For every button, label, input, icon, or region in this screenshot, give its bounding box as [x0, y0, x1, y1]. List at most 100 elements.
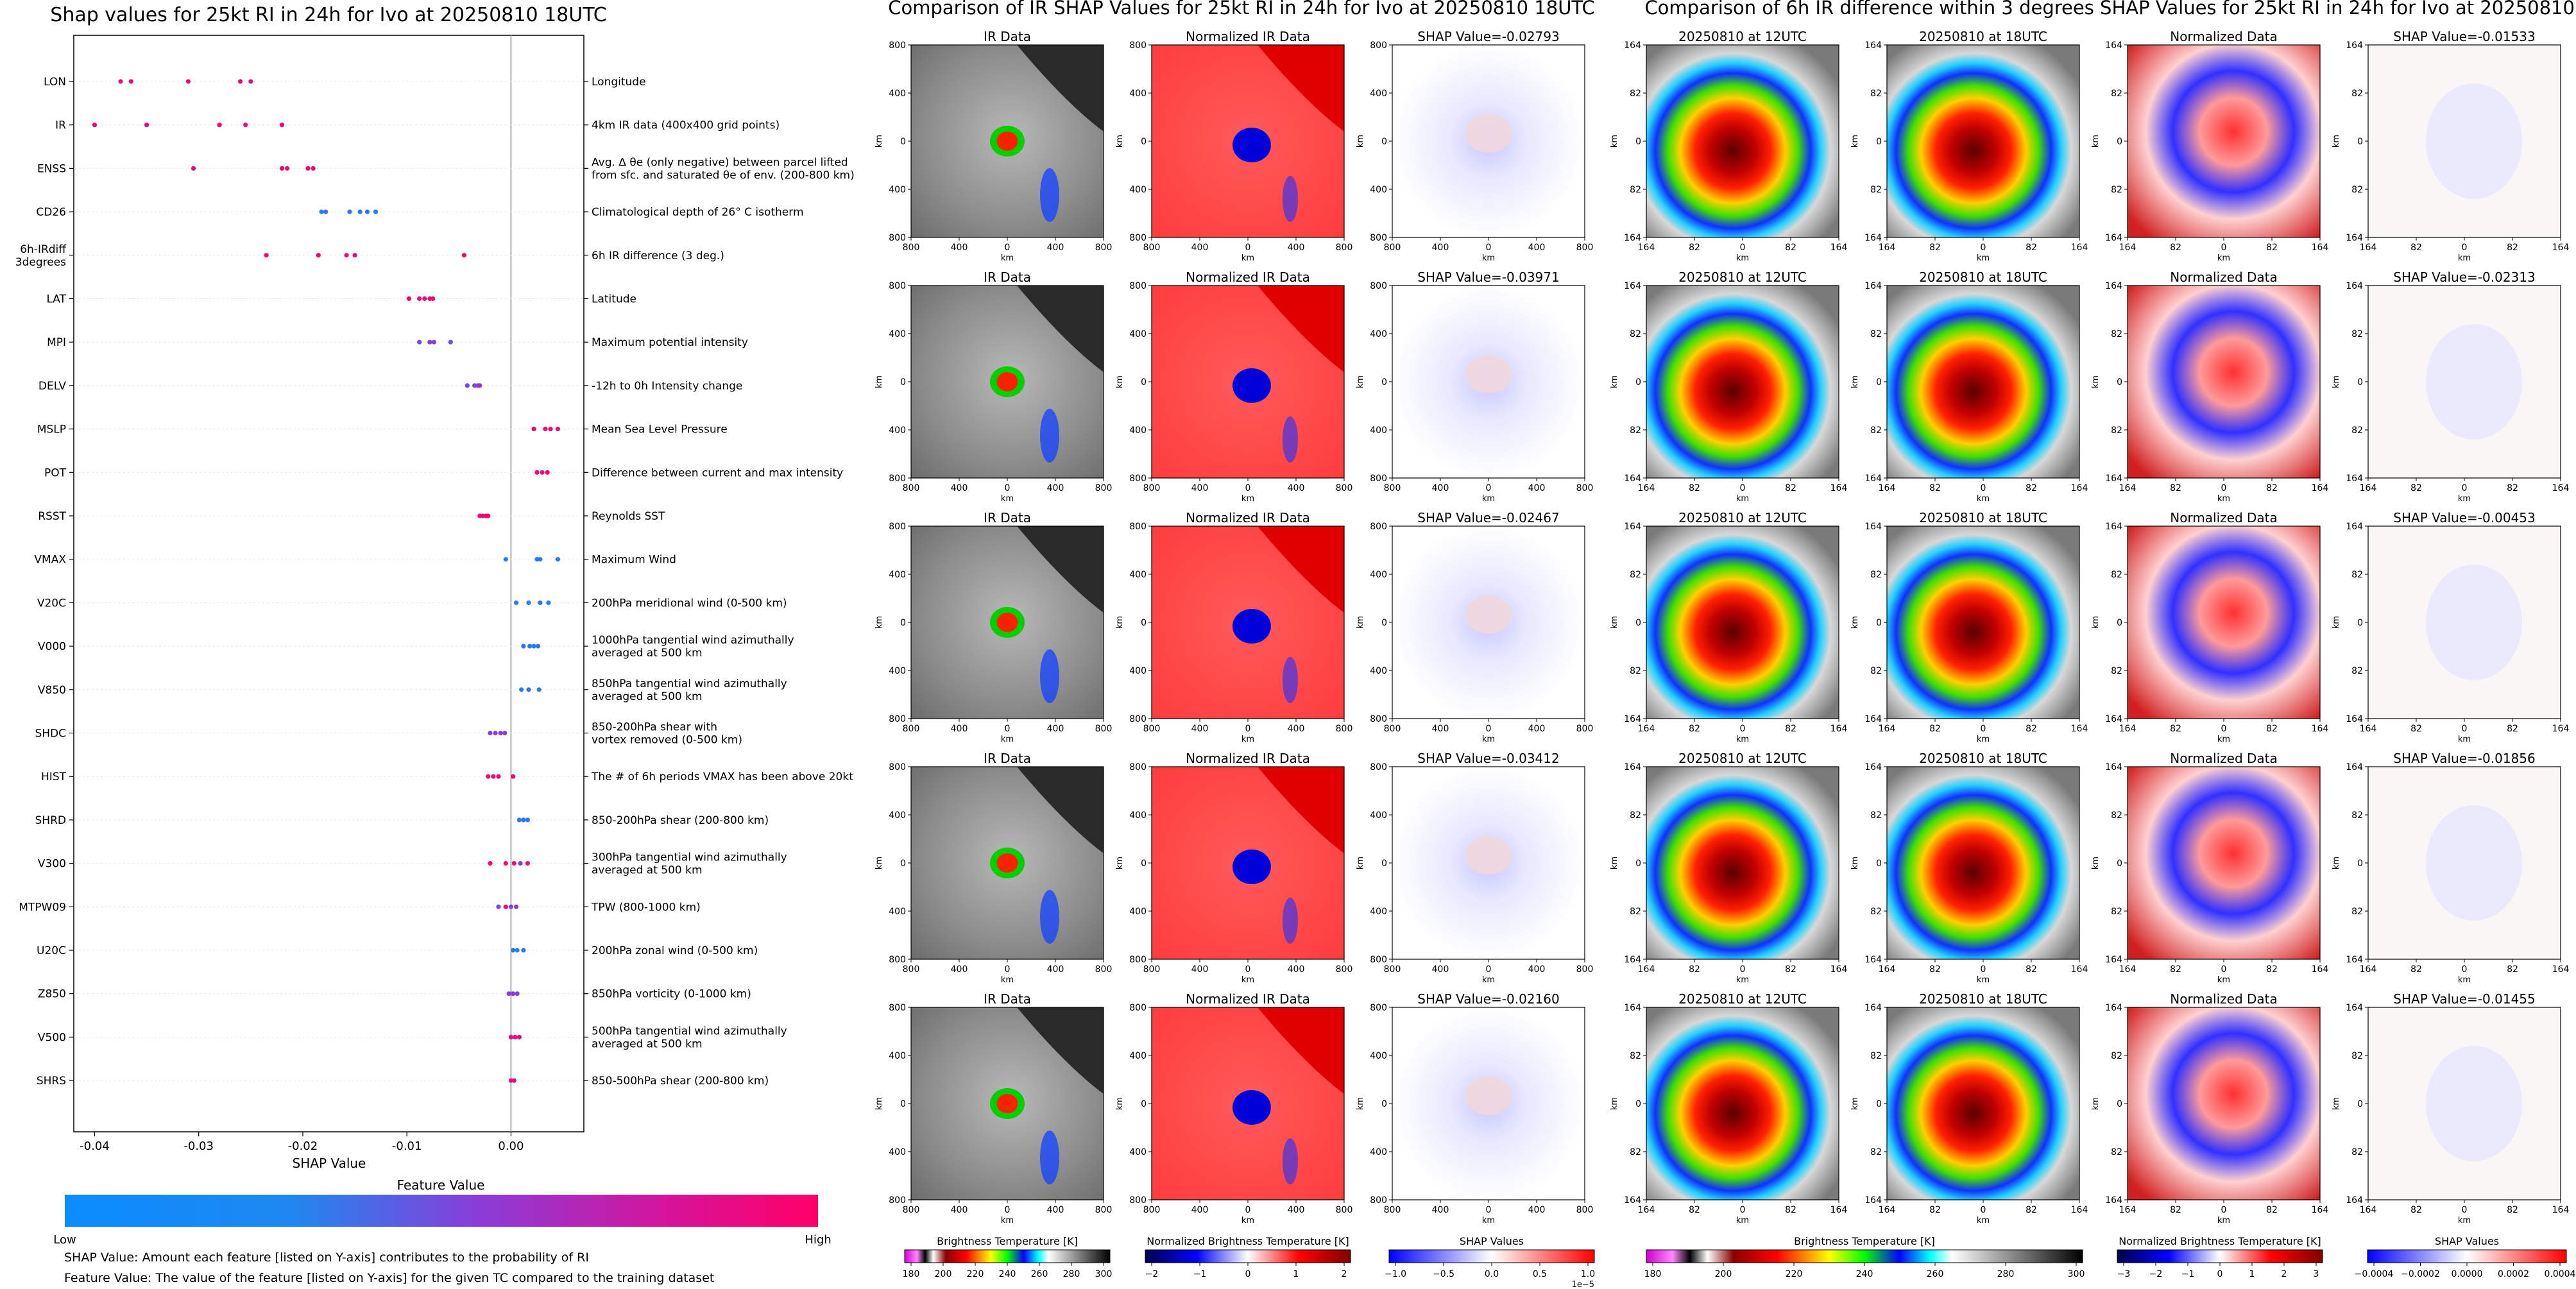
x-tick-label: -0.02	[288, 1140, 318, 1153]
x-axis-label: km	[2217, 735, 2230, 744]
shap-point	[545, 470, 550, 475]
shap-point	[536, 687, 542, 692]
x-tick-label: 400	[1528, 964, 1546, 975]
y-tick-label: 400	[1129, 329, 1147, 339]
x-tick-label: 800	[903, 483, 920, 493]
x-tick-label: 164	[1830, 964, 1848, 975]
y-tick-label: 800	[1370, 474, 1387, 484]
shap-point	[516, 817, 522, 823]
x-tick-label: 400	[1191, 1205, 1209, 1215]
y-tick-label: 0	[2117, 618, 2122, 628]
x-axis-label: km	[1001, 735, 1014, 744]
shap-point	[496, 774, 501, 779]
x-tick-label: 0	[1005, 964, 1011, 975]
y-axis-label: km	[1850, 375, 1860, 388]
x-tick-label: -0.01	[392, 1140, 422, 1153]
normalized-storm	[1233, 849, 1271, 884]
ir-rainband	[1040, 409, 1059, 463]
ir-data-title: IR Data	[984, 29, 1031, 44]
colorbar-tick-label: 0.0002	[2498, 1269, 2529, 1279]
shap-point	[417, 296, 422, 302]
y-tick-label: 164	[1864, 714, 1882, 724]
feature-description: 850hPa vorticity (0-1000 km)	[592, 988, 751, 1001]
shap-point	[508, 904, 514, 909]
diff-normalized-title: Normalized Data	[2170, 751, 2278, 766]
x-tick-label: 800	[1384, 964, 1401, 975]
shap-center	[1465, 836, 1512, 875]
ir-storm-core	[996, 372, 1018, 391]
y-tick-label: 800	[1370, 233, 1387, 243]
shap-point	[503, 861, 508, 866]
x-tick-label: 400	[1191, 724, 1209, 734]
y-tick-label: 400	[1129, 666, 1147, 676]
ir-land-mask	[1017, 1007, 1104, 1094]
feature-description: Difference between current and max inten…	[592, 466, 843, 479]
x-tick-label: 82	[2507, 243, 2518, 253]
normalized-storm	[1233, 128, 1271, 162]
ir-rainband	[1040, 890, 1059, 944]
x-tick-label: 164	[2071, 964, 2088, 975]
x-tick-label: 164	[1879, 483, 1896, 493]
y-tick-label: 164	[1624, 1003, 1641, 1013]
y-axis-label: km	[2332, 135, 2341, 148]
x-tick-label: 800	[1143, 243, 1161, 253]
shap-value-title: SHAP Value=-0.03971	[1417, 269, 1559, 285]
shap-point	[543, 427, 548, 432]
shap-point	[516, 1034, 522, 1039]
y-tick-label: 800	[1129, 1195, 1147, 1206]
shap-point	[477, 383, 482, 388]
y-axis-label: km	[874, 135, 884, 148]
feature-description: averaged at 500 km	[592, 647, 703, 660]
y-tick-label: 0	[1635, 858, 1641, 869]
y-axis-label: km	[2091, 857, 2101, 869]
shap-point	[316, 253, 321, 258]
ir-storm-core	[996, 1094, 1018, 1113]
x-tick-label: 0	[1740, 243, 1746, 253]
y-tick-label: 800	[889, 281, 906, 291]
shap-point	[373, 209, 379, 214]
zoom-ir-image	[1646, 45, 1839, 237]
y-tick-label: 0	[1141, 618, 1147, 628]
shap-point	[511, 861, 516, 866]
y-tick-label: 400	[1370, 425, 1387, 436]
y-tick-label: 82	[1630, 89, 1641, 99]
x-tick-label: 82	[2026, 1205, 2037, 1215]
ir-land-mask	[1017, 526, 1104, 613]
x-tick-label: 82	[2507, 724, 2518, 734]
x-tick-label: 164	[1830, 1205, 1848, 1215]
ir-data-title: IR Data	[984, 751, 1031, 766]
x-tick-label: -0.03	[183, 1140, 214, 1153]
y-axis-label: km	[1115, 1097, 1125, 1110]
y-tick-label: 164	[2346, 522, 2363, 532]
shap-point	[486, 513, 491, 518]
shap-point	[243, 123, 248, 128]
x-tick-label: 0	[1245, 483, 1251, 493]
x-tick-label: 800	[1143, 1205, 1161, 1215]
y-tick-label: 400	[1129, 89, 1147, 99]
shap-point	[496, 904, 501, 909]
y-tick-label: 82	[1870, 666, 1882, 676]
y-tick-label: 164	[2105, 762, 2122, 773]
y-tick-label: 0	[1141, 858, 1147, 869]
x-tick-label: 400	[951, 483, 968, 493]
feature-description: 1000hPa tangential wind azimuthally	[592, 634, 794, 647]
y-axis-label: km	[1850, 1097, 1860, 1110]
normalized-land	[1258, 526, 1344, 613]
y-tick-label: 82	[1870, 89, 1882, 99]
x-axis-label: km	[2458, 494, 2471, 504]
y-tick-label: 164	[1864, 1003, 1882, 1013]
y-axis-label: km	[2332, 1097, 2341, 1110]
normalized-rainband	[1283, 898, 1298, 944]
x-tick-label: 800	[1576, 964, 1594, 975]
y-tick-label: 82	[2111, 185, 2122, 195]
shap-point	[511, 948, 516, 953]
y-tick-label: 0	[900, 618, 906, 628]
y-tick-label: 164	[1624, 522, 1641, 532]
diff-normalized-title: Normalized Data	[2170, 29, 2278, 44]
y-tick-label: 800	[889, 474, 906, 484]
diff-18utc-title: 20250810 at 18UTC	[1919, 991, 2047, 1007]
zoom-normalized-image	[2128, 1007, 2320, 1200]
shap-point	[513, 600, 519, 606]
shap-point	[465, 383, 470, 388]
